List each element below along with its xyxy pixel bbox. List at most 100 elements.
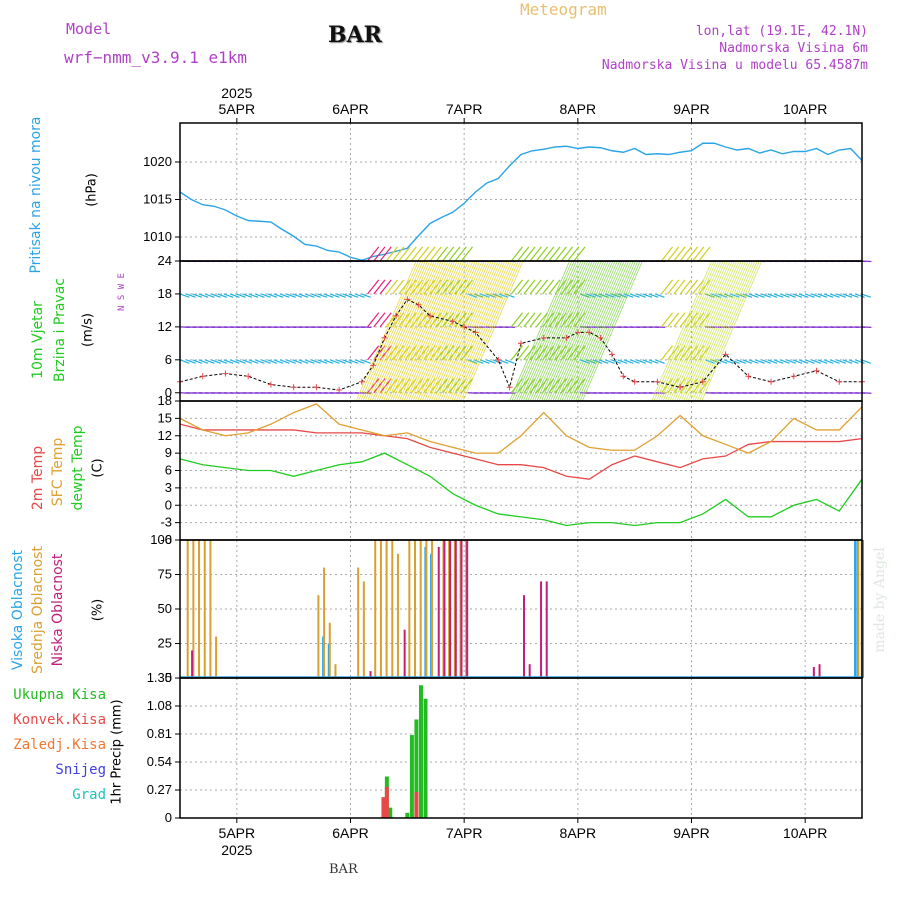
wind-barb <box>292 293 303 298</box>
wind-barb <box>611 359 621 364</box>
top-day-label: 7APR <box>446 101 483 117</box>
wind-barb <box>679 279 692 295</box>
total-rain-bar <box>409 735 414 818</box>
wind-barb <box>329 293 340 298</box>
low-cloud-bar <box>540 581 543 678</box>
bottom-day-label: 10APR <box>783 825 827 841</box>
wind-ytick-label: 12 <box>158 319 172 334</box>
wind-barb <box>692 279 705 295</box>
wind-hatch <box>545 260 607 402</box>
wind-barb <box>604 359 615 364</box>
wind-hatch <box>692 260 754 402</box>
wind-hatch <box>701 260 763 402</box>
wind-barb <box>361 359 371 364</box>
wind-hatch <box>446 260 508 402</box>
wind-hatch <box>658 260 719 402</box>
wind-barb <box>636 293 646 298</box>
wind-hatch <box>550 260 611 402</box>
wind-barb <box>842 359 853 364</box>
wind-barb <box>373 279 386 295</box>
bottom-day-label: 7APR <box>446 825 483 841</box>
wind-hatch <box>525 260 586 402</box>
wind-gust-marker <box>392 312 399 319</box>
temperature-ytick-label: 12 <box>158 428 172 443</box>
wind-gust-marker <box>222 370 229 377</box>
wind-barb <box>304 293 315 298</box>
wind-barb <box>761 359 772 364</box>
wind-barb <box>448 246 461 262</box>
low-cloud-bar <box>403 629 406 678</box>
top-day-label: 8APR <box>560 101 597 117</box>
wind-hatch <box>376 260 438 402</box>
wind-barb <box>648 293 659 298</box>
wind-barb <box>286 359 296 364</box>
conv-rain-label: Konvek.Kisa <box>13 712 106 728</box>
wind-barb <box>510 312 523 328</box>
wind-hatch <box>566 260 627 402</box>
total-rain-bar <box>423 698 428 818</box>
wind-hatch <box>516 260 577 402</box>
wind-barb <box>510 246 523 262</box>
wind-gust-marker <box>370 362 377 369</box>
wind-barb <box>417 246 430 262</box>
pressure-ytick-label: 1020 <box>143 154 172 169</box>
wind-barb <box>573 246 586 262</box>
wind-barb <box>773 359 784 364</box>
wind-barb <box>654 293 665 298</box>
wind-hatch <box>433 260 494 402</box>
wind-hatch <box>449 260 510 402</box>
wind-barb <box>404 246 417 262</box>
wind-gust-marker <box>404 296 411 303</box>
wind-barb <box>460 246 473 262</box>
wind-barb <box>435 246 448 262</box>
wind-barb <box>361 293 371 298</box>
wind-barb <box>529 279 542 295</box>
wind-barb <box>798 359 809 364</box>
wind-hatch <box>561 260 623 402</box>
wind-barb <box>804 293 815 298</box>
wind-barb <box>367 312 380 328</box>
wind-barb <box>379 312 392 328</box>
wind-barb <box>192 293 203 298</box>
wind-hatch <box>511 260 573 402</box>
wind-barb <box>467 293 478 298</box>
wind-hatch <box>389 260 451 402</box>
wind-hatch <box>369 260 431 402</box>
wind-barb <box>423 246 436 262</box>
wind-barb <box>660 312 674 328</box>
wind-barb <box>667 312 680 328</box>
wind-barb <box>535 279 549 295</box>
wind-hatch <box>405 260 467 402</box>
wind-barb <box>367 345 380 361</box>
wind-hatch <box>437 260 499 402</box>
low-cloud-bar <box>460 540 463 678</box>
wind-barb <box>811 293 822 298</box>
wind-barb <box>642 359 653 364</box>
wind-barb <box>354 293 365 298</box>
bottom-day-label: 8APR <box>560 825 597 841</box>
wind-barb <box>817 359 828 364</box>
wind-hatch <box>685 260 747 402</box>
cloud-ytick-label: 50 <box>158 601 172 616</box>
wind-barb <box>510 279 523 295</box>
wind-hatch <box>680 260 742 402</box>
wind-hatch <box>374 260 435 402</box>
wind-hatch <box>367 260 428 402</box>
wind-barb <box>486 359 496 364</box>
wind-barb <box>229 359 240 364</box>
mid-cloud-bar <box>414 540 417 678</box>
wind-barb <box>823 359 834 364</box>
wind-barb <box>404 279 417 295</box>
wind-hatch <box>417 260 478 402</box>
wind-hatch <box>414 260 476 402</box>
wind-barb <box>198 359 209 364</box>
wind-barb <box>204 293 215 298</box>
wind-barb <box>792 293 803 298</box>
wind-barb <box>535 312 549 328</box>
wind-gust-marker <box>563 334 570 341</box>
wind-hatch <box>563 260 625 402</box>
wind-barb <box>279 293 290 298</box>
mid-cloud-bar <box>391 540 394 678</box>
wind-barb <box>554 246 567 262</box>
wind-gust-marker <box>540 334 547 341</box>
